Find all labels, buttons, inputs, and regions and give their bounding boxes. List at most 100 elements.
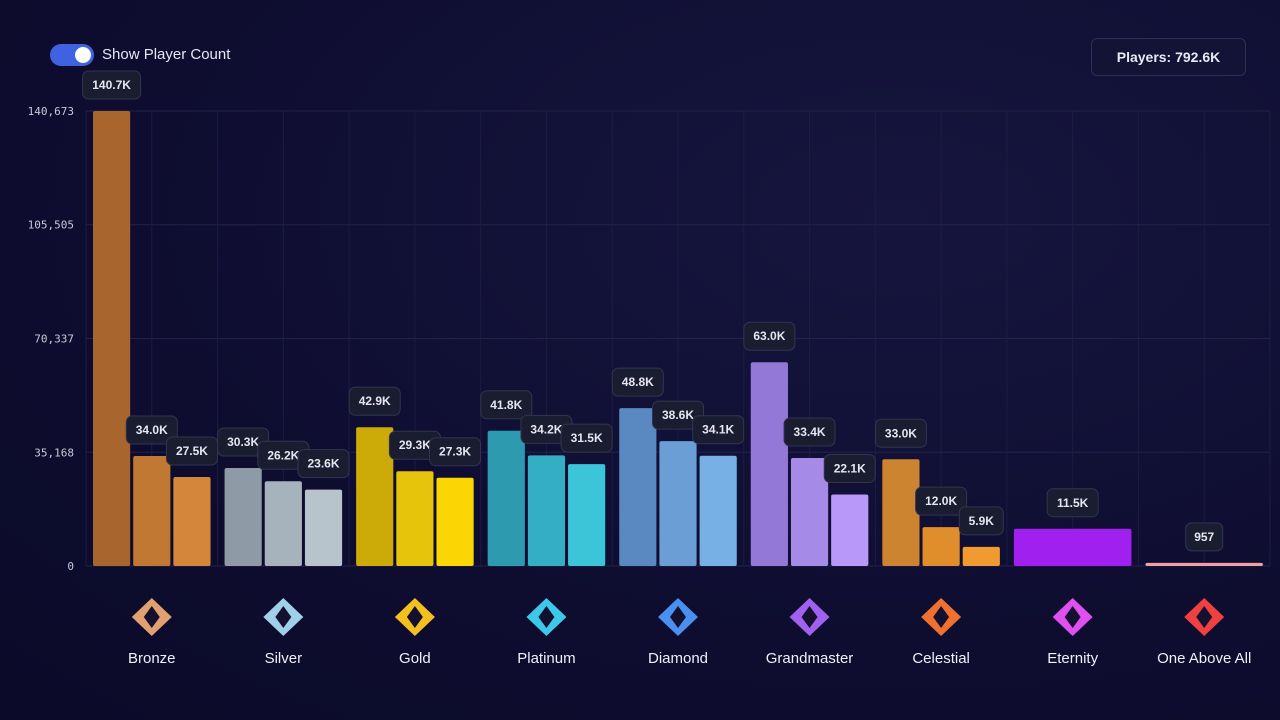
data-label-box xyxy=(560,423,613,453)
data-label-box xyxy=(652,400,704,430)
data-label: 63.0K xyxy=(753,329,785,343)
bar-silver-3 xyxy=(304,489,343,566)
data-label-box xyxy=(1185,522,1224,552)
bar-bronze-2 xyxy=(133,456,171,566)
gold-rank-icon xyxy=(394,598,435,636)
diamond-rank-icon xyxy=(658,598,698,636)
bar-grandmaster-1 xyxy=(750,362,788,566)
data-label-box xyxy=(1046,488,1099,518)
category-label: Eternity xyxy=(1047,650,1099,667)
bar-platinum-2 xyxy=(527,455,566,566)
bar-gold-3 xyxy=(436,477,474,566)
data-label: 38.6K xyxy=(662,408,694,422)
data-label: 41.8K xyxy=(490,398,522,412)
data-label-box xyxy=(125,415,178,445)
data-label-box xyxy=(480,390,533,420)
bar-bronze-1 xyxy=(93,111,131,566)
data-label: 29.3K xyxy=(399,438,431,452)
bronze-rank-icon xyxy=(131,598,172,636)
data-label: 34.2K xyxy=(530,422,562,436)
bar-diamond-2 xyxy=(659,441,697,566)
category-label: Platinum xyxy=(517,650,576,667)
data-label-box xyxy=(915,486,968,516)
data-label: 34.1K xyxy=(702,423,734,437)
silver-rank-icon xyxy=(263,598,304,636)
data-label: 31.5K xyxy=(571,431,603,445)
one-above-all-rank-icon xyxy=(1184,598,1225,636)
rank-emblem-core xyxy=(670,606,686,628)
bar-gold-2 xyxy=(396,471,434,566)
data-label-box xyxy=(297,449,350,479)
category-label: Grandmaster xyxy=(765,650,854,667)
data-label: 33.0K xyxy=(885,426,917,440)
data-label: 22.1K xyxy=(834,462,866,476)
data-label-box xyxy=(611,367,664,397)
bar-diamond-1 xyxy=(619,408,657,566)
bar-platinum-3 xyxy=(568,464,606,566)
bar-celestial-3 xyxy=(962,546,1000,566)
data-label: 42.9K xyxy=(359,394,391,408)
data-label: 11.5K xyxy=(1057,496,1089,510)
data-label: 27.3K xyxy=(439,445,471,459)
category-label: Celestial xyxy=(912,650,970,667)
bar-diamond-3 xyxy=(699,455,737,566)
bar-gold-1 xyxy=(356,427,394,566)
bar-platinum-1 xyxy=(487,430,525,566)
data-label: 23.6K xyxy=(308,457,340,471)
data-label-box xyxy=(783,417,836,447)
category-label: Bronze xyxy=(128,650,176,667)
y-tick-label: 70,337 xyxy=(34,332,74,345)
y-tick-label: 0 xyxy=(67,560,74,573)
eternity-rank-icon xyxy=(1052,598,1093,636)
data-label-box xyxy=(82,70,142,100)
toggle-label: Show Player Count xyxy=(102,46,231,63)
category-label: One Above All xyxy=(1157,650,1252,667)
data-label: 27.5K xyxy=(176,444,208,458)
show-player-count-toggle[interactable] xyxy=(50,44,94,66)
bar-grandmaster-2 xyxy=(790,457,829,566)
data-label-box xyxy=(958,506,1004,536)
grandmaster-rank-icon xyxy=(789,598,830,636)
players-total-badge: Players: 792.6K xyxy=(1091,38,1246,76)
data-label-box xyxy=(692,415,745,445)
data-label: 26.2K xyxy=(267,448,299,462)
bar-silver-2 xyxy=(264,481,302,566)
rank-emblem-core xyxy=(406,606,423,628)
rank-emblem-core xyxy=(1064,606,1081,628)
rank-emblem-core xyxy=(143,606,160,628)
data-label: 5.9K xyxy=(969,514,995,528)
bar-grandmaster-3 xyxy=(831,494,869,566)
y-tick-label: 140,673 xyxy=(28,105,74,118)
celestial-rank-icon xyxy=(921,598,962,636)
bar-one-above-all-1 xyxy=(1145,562,1263,566)
bar-silver-1 xyxy=(224,467,262,566)
y-tick-label: 105,505 xyxy=(28,219,74,232)
data-label: 33.4K xyxy=(794,425,826,439)
category-label: Diamond xyxy=(647,650,709,667)
data-label-box xyxy=(429,437,482,467)
platinum-rank-icon xyxy=(526,598,567,636)
bar-bronze-3 xyxy=(173,477,211,566)
y-tick-label: 35,168 xyxy=(34,446,74,459)
rank-emblem-core xyxy=(538,606,555,628)
category-label: Silver xyxy=(264,650,303,667)
bar-eternity-1 xyxy=(1013,528,1132,566)
rank-emblem-core xyxy=(1196,606,1213,628)
data-label: 48.8K xyxy=(622,375,654,389)
data-label: 12.0K xyxy=(925,494,957,508)
bar-celestial-2 xyxy=(922,527,960,566)
data-label: 30.3K xyxy=(227,435,259,449)
toggle-knob xyxy=(75,47,91,63)
data-label: 34.0K xyxy=(136,423,168,437)
rank-emblem-core xyxy=(933,606,950,628)
bar-celestial-1 xyxy=(882,459,920,566)
data-label: 140.7K xyxy=(92,78,131,92)
data-label-box xyxy=(823,454,876,484)
rank-emblem-core xyxy=(801,606,818,628)
data-label-box xyxy=(743,321,796,351)
data-label: 957 xyxy=(1194,530,1214,544)
rank-emblem-core xyxy=(275,606,292,628)
data-label-box xyxy=(874,418,927,448)
